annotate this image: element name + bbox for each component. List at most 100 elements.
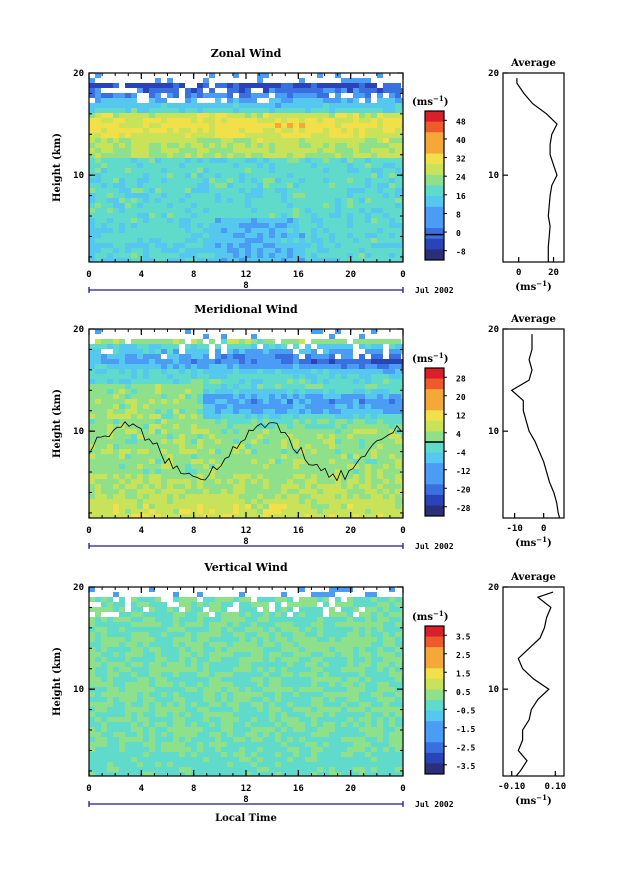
heatmap-cell [353,419,359,424]
heatmap-cell [383,143,389,148]
heatmap-cell [125,602,131,607]
heatmap-cell [113,394,119,399]
heatmap-cell [233,253,239,258]
heatmap-cell [281,73,287,78]
heatmap-cell [203,479,209,484]
heatmap-cell [311,449,317,454]
heatmap-cell [245,329,251,334]
heatmap-cell [353,587,359,592]
heatmap-cell [251,198,257,203]
heatmap-cell [221,647,227,652]
heatmap-cell [359,617,365,622]
heatmap-cell [251,597,257,602]
heatmap-cell [395,489,401,494]
y-tick-label: 10 [73,427,84,437]
heatmap-cell [203,509,209,514]
heatmap-cell [323,602,329,607]
heatmap-cell [209,617,215,622]
heatmap-cell [281,394,287,399]
heatmap-cell [143,647,149,652]
heatmap-cell [323,228,329,233]
heatmap-cell [299,464,305,469]
heatmap-cell [299,213,305,218]
heatmap-cell [125,148,131,153]
heatmap-cell [395,243,401,248]
heatmap-cell [275,98,281,103]
heatmap-cell [347,188,353,193]
heatmap-cell [377,617,383,622]
heatmap-cell [395,622,401,627]
heatmap-cell [125,399,131,404]
heatmap-cell [155,479,161,484]
heatmap-cell [395,188,401,193]
heatmap-cell [221,108,227,113]
heatmap-cell [101,344,107,349]
heatmap-cell [275,469,281,474]
heatmap-cell [119,627,125,632]
heatmap-cell [251,494,257,499]
heatmap-cell [323,178,329,183]
heatmap-cell [245,173,251,178]
heatmap-cell [125,208,131,213]
heatmap-cell [125,123,131,128]
heatmap-cell [137,419,143,424]
heatmap-cell [125,429,131,434]
heatmap-cell [149,617,155,622]
heatmap-cell [281,399,287,404]
heatmap-cell [227,143,233,148]
heatmap-cell [377,434,383,439]
heatmap-cell [335,449,341,454]
heatmap-cell [161,73,167,78]
heatmap-cell [95,238,101,243]
heatmap-cell [401,168,403,173]
heatmap-cell [185,444,191,449]
heatmap-cell [347,479,353,484]
heatmap-cell [143,592,149,597]
heatmap-cell [119,334,125,339]
heatmap-cell [287,168,293,173]
heatmap-cell [125,178,131,183]
heatmap-cell [197,113,203,118]
heatmap-cell [311,632,317,637]
heatmap-cell [323,399,329,404]
heatmap-cell [215,637,221,642]
heatmap-cell [125,404,131,409]
heatmap-cell [395,228,401,233]
heatmap-cell [335,389,341,394]
heatmap-cell [263,464,269,469]
heatmap-cell [263,344,269,349]
heatmap-cell [371,253,377,258]
heatmap-cell [215,607,221,612]
heatmap-cell [341,597,347,602]
heatmap-cell [155,138,161,143]
heatmap-cell [281,587,287,592]
heatmap-cell [95,233,101,238]
heatmap-cell [281,369,287,374]
heatmap-cell [233,208,239,213]
heatmap-cell [149,409,155,414]
heatmap-cell [359,208,365,213]
heatmap-cell [365,434,371,439]
heatmap-cell [323,414,329,419]
heatmap-cell [209,218,215,223]
heatmap-cell [281,622,287,627]
heatmap-cell [167,469,173,474]
heatmap-cell [125,108,131,113]
heatmap-cell [95,469,101,474]
heatmap-cell [371,592,377,597]
heatmap-cell [329,514,335,518]
heatmap-cell [143,168,149,173]
heatmap-cell [125,233,131,238]
heatmap-cell [305,479,311,484]
heatmap-cell [359,233,365,238]
heatmap-cell [341,499,347,504]
heatmap-cell [197,198,203,203]
heatmap-cell [335,103,341,108]
y-axis-label: Height (km) [52,389,63,458]
heatmap-cell [221,98,227,103]
heatmap-cell [401,218,403,223]
heatmap-cell [287,233,293,238]
heatmap-cell [281,93,287,98]
heatmap-cell [341,409,347,414]
heatmap-cell [89,178,95,183]
